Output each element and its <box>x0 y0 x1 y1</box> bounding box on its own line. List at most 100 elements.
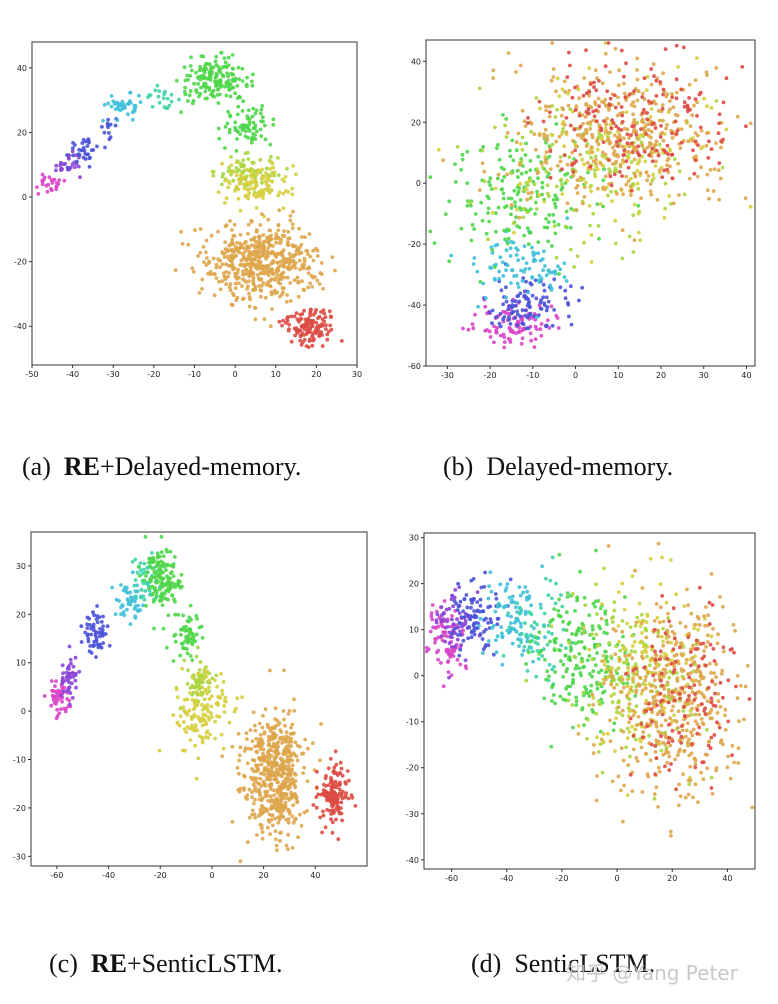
scatter-point <box>628 754 632 759</box>
scatter-point <box>633 568 637 573</box>
scatter-point <box>475 600 480 604</box>
scatter-point <box>216 64 221 69</box>
scatter-point <box>230 66 235 71</box>
scatter-point <box>111 99 116 104</box>
scatter-point <box>503 588 508 593</box>
scatter-point <box>495 617 500 621</box>
scatter-point <box>102 103 107 107</box>
scatter-point <box>661 740 665 745</box>
scatter-point <box>547 662 552 667</box>
scatter-point <box>574 699 579 704</box>
scatter-point <box>223 146 227 150</box>
scatter-point <box>238 95 243 100</box>
scatter-point <box>531 659 535 664</box>
scatter-point <box>598 729 603 734</box>
scatter-point <box>573 666 578 671</box>
scatter-point <box>299 235 304 239</box>
scatter-point <box>514 605 518 610</box>
y-tick-label: 40 <box>17 64 27 73</box>
scatter-point <box>258 127 263 132</box>
scatter-point <box>258 158 263 162</box>
scatter-point <box>546 630 551 634</box>
scatter-point <box>247 191 252 195</box>
scatter-point <box>705 727 709 732</box>
scatter-point <box>256 170 260 175</box>
scatter-point <box>522 644 527 649</box>
x-tick: 30 <box>352 365 362 379</box>
scatter-point <box>108 122 113 127</box>
scatter-point <box>575 596 580 601</box>
scatter-point <box>512 627 517 632</box>
scatter-point <box>280 177 285 182</box>
scatter-point <box>609 673 614 677</box>
scatter-point <box>254 108 259 113</box>
scatter-point <box>604 618 609 623</box>
scatter-point <box>561 662 566 667</box>
y-tick: -20 <box>14 258 32 267</box>
scatter-point <box>54 184 59 189</box>
scatter-point <box>428 629 433 634</box>
scatter-point <box>285 166 289 171</box>
scatter-point <box>285 275 290 280</box>
scatter-point <box>566 622 571 626</box>
scatter-point <box>613 629 618 633</box>
scatter-point <box>283 175 288 179</box>
scatter-point <box>245 114 250 118</box>
scatter-point <box>611 728 616 733</box>
scatter-point <box>221 74 226 79</box>
scatter-point <box>493 592 498 596</box>
scatter-point <box>587 647 592 652</box>
scatter-point <box>509 614 513 619</box>
scatter-point <box>276 193 281 198</box>
scatter-point <box>433 640 437 645</box>
scatter-point <box>109 94 114 98</box>
scatter-point <box>610 620 615 624</box>
scatter-point <box>567 640 571 645</box>
x-tick-label: -20 <box>147 370 160 379</box>
scatter-point <box>669 640 674 645</box>
scatter-point <box>240 66 245 71</box>
scatter-point <box>498 582 503 587</box>
scatter-point <box>550 699 554 703</box>
scatter-point <box>489 620 494 625</box>
scatter-point <box>70 146 75 151</box>
scatter-point <box>458 647 463 652</box>
scatter-point <box>482 618 486 622</box>
scatter-point <box>194 70 198 75</box>
x-tick-label: 20 <box>311 370 321 379</box>
scatter-point <box>78 175 82 180</box>
x-tick: -20 <box>147 365 160 379</box>
scatter-point <box>665 680 670 685</box>
scatter-point <box>594 632 599 637</box>
scatter-point <box>230 53 235 57</box>
scatter-point <box>548 620 553 624</box>
scatter-point <box>442 599 447 603</box>
scatter-point <box>130 117 135 122</box>
scatter-point <box>436 635 441 640</box>
scatter-point <box>54 163 59 168</box>
scatter-point <box>539 606 543 610</box>
scatter-point <box>106 117 110 122</box>
scatter-point <box>732 760 736 765</box>
scatter-point <box>614 644 618 649</box>
y-tick-label: 30 <box>409 534 419 543</box>
y-tick: -40 <box>14 322 32 331</box>
scatter-point <box>553 701 557 706</box>
scatter-point <box>217 68 221 72</box>
scatter-point <box>239 164 244 169</box>
scatter-point <box>46 182 51 187</box>
scatter-point <box>198 92 203 96</box>
scatter-point <box>243 134 248 139</box>
scatter-point <box>446 651 451 655</box>
scatter-point <box>657 620 662 625</box>
scatter-point <box>453 588 458 592</box>
scatter-point <box>633 694 638 698</box>
y-tick: 30 <box>409 534 424 543</box>
x-tick: 10 <box>271 365 281 379</box>
y-tick: -10 <box>406 718 424 727</box>
scatter-point <box>658 582 663 587</box>
scatter-point <box>242 175 246 180</box>
scatter-point <box>594 582 599 587</box>
scatter-point <box>276 156 280 160</box>
